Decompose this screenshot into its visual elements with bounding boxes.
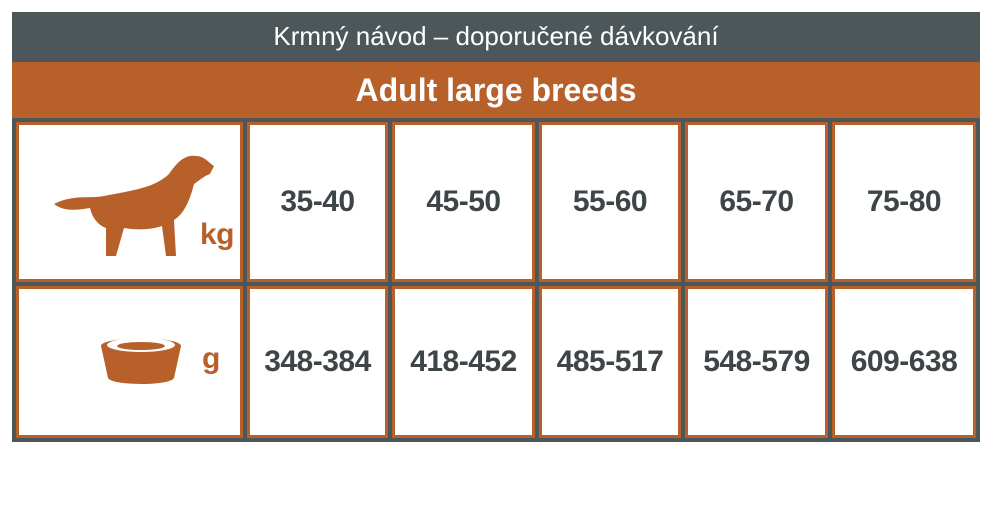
table-cell: 65-70 — [685, 122, 828, 282]
feeding-table: Krmný návod – doporučené dávkování Adult… — [12, 12, 980, 442]
table-title: Krmný návod – doporučené dávkování — [273, 21, 719, 51]
table-cell: 35-40 — [247, 122, 388, 282]
unit-label: g — [202, 342, 220, 375]
unit-label: kg — [200, 218, 235, 251]
dog-icon — [54, 155, 214, 256]
table-subtitle: Adult large breeds — [12, 62, 980, 118]
table-cell: 548-579 — [685, 286, 828, 438]
table-cell: 418-452 — [392, 286, 535, 438]
table-cell: 348-384 — [247, 286, 388, 438]
table-cell: 485-517 — [539, 286, 681, 438]
portion-icon-cell: g — [16, 286, 243, 438]
bowl-icon — [101, 338, 181, 384]
table-cell: 55-60 — [539, 122, 681, 282]
weight-icon-cell: kg — [16, 122, 243, 282]
table-cell: 609-638 — [832, 286, 976, 438]
table-cell: 75-80 — [832, 122, 976, 282]
table-cell: 45-50 — [392, 122, 535, 282]
